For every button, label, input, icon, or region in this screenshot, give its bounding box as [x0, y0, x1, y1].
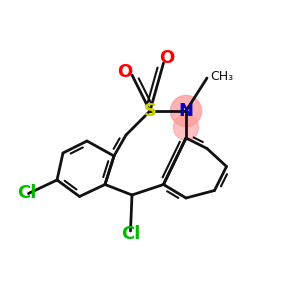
Text: O: O	[117, 63, 132, 81]
Text: Cl: Cl	[121, 225, 140, 243]
Text: N: N	[178, 102, 194, 120]
Text: O: O	[159, 50, 174, 68]
Text: S: S	[143, 102, 157, 120]
Text: Cl: Cl	[17, 184, 37, 202]
Circle shape	[173, 115, 199, 140]
Text: CH₃: CH₃	[210, 70, 233, 83]
Circle shape	[170, 95, 202, 127]
